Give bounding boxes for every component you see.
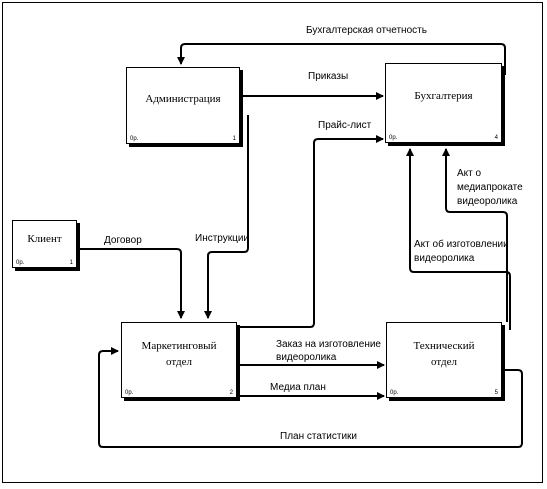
- node-marketing[interactable]: Маркетинговый отдел 0р. 2: [121, 322, 237, 398]
- edge-price-list: [237, 135, 384, 328]
- label-price-list: Прайс-лист: [318, 120, 372, 131]
- node-client-number: 1: [69, 260, 73, 266]
- label-media-plan: Медиа план: [270, 382, 326, 393]
- label-act-rental-line2: медиапрокате: [457, 182, 523, 193]
- node-client-label: Клиент: [27, 233, 62, 245]
- label-accounting-report: Бухгалтерская отчетность: [306, 25, 427, 36]
- edge-accounting-report: [177, 43, 506, 75]
- diagram-frame: [2, 2, 543, 483]
- node-client[interactable]: Клиент 0р. 1: [12, 220, 77, 268]
- node-marketing-id: 0р.: [125, 390, 134, 396]
- node-technical-label-line1: Технический: [413, 340, 475, 352]
- label-contract: Договор: [104, 235, 142, 246]
- node-marketing-label-line2: отдел: [166, 356, 192, 368]
- node-accounting[interactable]: Бухгалтерия 0р. 4: [385, 63, 502, 143]
- node-accounting-id: 0р.: [389, 135, 398, 141]
- node-technical-label-line2: отдел: [431, 356, 457, 368]
- label-orders: Приказы: [308, 71, 349, 82]
- node-accounting-number: 4: [494, 135, 498, 141]
- node-administration-id: 0р.: [130, 136, 139, 142]
- node-administration[interactable]: Администрация 0р. 1: [126, 67, 240, 144]
- node-administration-number: 1: [232, 136, 236, 142]
- edge-contract: [80, 248, 185, 319]
- node-marketing-label-line1: Маркетинговый: [141, 340, 217, 352]
- label-act-rental-line3: видеоролика: [457, 196, 518, 207]
- edge-instructions: [204, 115, 249, 319]
- label-production-order-line2: видеоролика: [276, 352, 337, 363]
- edge-statistics-plan: [98, 347, 523, 448]
- label-act-rental-line1: Акт о: [457, 168, 482, 179]
- node-administration-label: Администрация: [145, 93, 221, 105]
- node-technical-id: 0р.: [390, 390, 399, 396]
- node-technical[interactable]: Технический отдел 0р. 5: [386, 322, 502, 398]
- node-marketing-number: 2: [229, 390, 233, 396]
- node-client-id: 0р.: [16, 260, 25, 266]
- label-act-production-line1: Акт об изготовлении: [414, 239, 509, 250]
- label-production-order-line1: Заказ на изготовление: [276, 339, 381, 350]
- label-instructions: Инструкции: [195, 233, 250, 244]
- label-act-production-line2: видеоролика: [414, 253, 475, 264]
- node-technical-number: 5: [494, 390, 498, 396]
- edge-act-rental: [442, 148, 508, 322]
- node-accounting-label: Бухгалтерия: [414, 90, 473, 102]
- label-statistics-plan: План статистики: [280, 431, 357, 442]
- edge-act-production: [406, 148, 511, 330]
